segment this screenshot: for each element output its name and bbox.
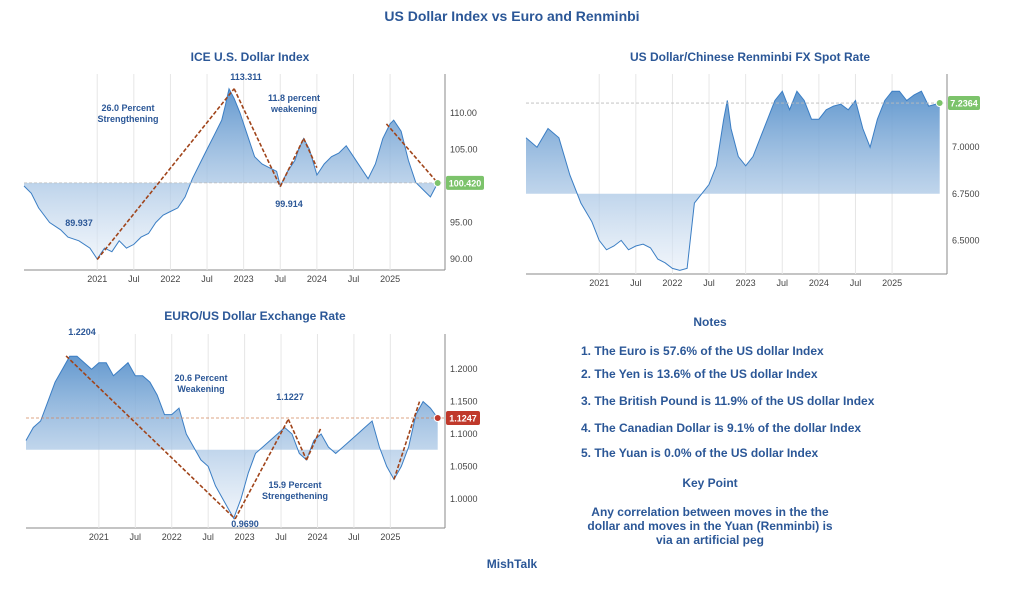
- dxy-x-tick-label: 2022: [160, 274, 180, 284]
- dxy-last-point: [433, 179, 442, 188]
- eur-area: [26, 356, 438, 519]
- note-item: 2. The Yen is 13.6% of the US dollar Ind…: [581, 367, 818, 381]
- eur-y-tick-label: 1.1000: [450, 429, 478, 439]
- cny-last-value-label: 7.2364: [950, 99, 978, 109]
- cny-last-value-box: [948, 96, 980, 111]
- dxy-last-value-box: [446, 175, 484, 190]
- note-item: 1. The Euro is 57.6% of the US dollar In…: [581, 344, 824, 358]
- dxy-x-tick-label: 2025: [380, 274, 400, 284]
- eur-x-tick-label: Jul: [130, 532, 142, 542]
- eur-x-tick-label: Jul: [275, 532, 287, 542]
- eur-y-tick-label: 1.1500: [450, 397, 478, 407]
- page-title: US Dollar Index vs Euro and Renminbi: [384, 8, 640, 24]
- cny-y-tick-label: 7.0000: [952, 142, 980, 152]
- cny-x-tick-label: Jul: [703, 278, 715, 288]
- cny-chart-title: US Dollar/Chinese Renminbi FX Spot Rate: [629, 50, 871, 64]
- dxy-trend-line: [279, 138, 305, 187]
- eur-y-tick-label: 1.0000: [450, 494, 478, 504]
- dxy-chart-title: ICE U.S. Dollar Index: [190, 50, 310, 64]
- dxy-x-tick-label: 2024: [307, 274, 327, 284]
- dxy-strength-label-2: Strengthening: [98, 114, 159, 124]
- eur-x-tick-label: Jul: [348, 532, 360, 542]
- eur-high-label: 1.2204: [68, 327, 96, 337]
- cny-y-tick-label: 6.5000: [952, 235, 980, 245]
- eur-x-tick-label: 2024: [307, 532, 327, 542]
- cny-series-line: [525, 90, 940, 271]
- cny-x-tick-label: 2021: [589, 278, 609, 288]
- eur-x-tick-label: 2025: [380, 532, 400, 542]
- cny-y-tick-label: 6.7500: [952, 189, 980, 199]
- cny-x-tick-label: 2024: [809, 278, 829, 288]
- dxy-strength-label-1: 26.0 Percent: [101, 103, 154, 113]
- dxy-y-tick-label: 90.00: [450, 254, 473, 264]
- eur-peak-label: 1.1227: [276, 392, 304, 402]
- eur-strength-label-2: Strengethening: [262, 491, 328, 501]
- dxy-y-tick-label: 105.00: [450, 144, 478, 154]
- dxy-series-line: [23, 87, 439, 260]
- dxy-x-tick-label: 2023: [234, 274, 254, 284]
- dxy-high-label: 113.311: [230, 72, 262, 82]
- eur-x-tick-label: 2023: [235, 532, 255, 542]
- eur-chart: 2021 Jul 2022 Jul 2023 Jul 2024 Jul 2025 1.0000 1.…: [25, 327, 480, 542]
- cny-x-tick-label: Jul: [777, 278, 789, 288]
- dxy-x-tick-label: Jul: [128, 274, 140, 284]
- eur-y-tick-label: 1.0500: [450, 461, 478, 471]
- eur-last-value-box: [446, 410, 480, 425]
- eur-weak-label-1: 20.6 Percent: [174, 373, 227, 383]
- dxy-trend-line: [233, 88, 281, 187]
- cny-last-point: [935, 99, 944, 108]
- eur-last-value-label: 1.1247: [449, 413, 477, 423]
- eur-strength-label-1: 15.9 Percent: [268, 480, 321, 490]
- dxy-x-tick-label: Jul: [348, 274, 360, 284]
- dxy-x-tick-label: 2021: [87, 274, 107, 284]
- dxy-y-tick-label: 110.00: [450, 108, 477, 118]
- cny-x-tick-label: 2025: [882, 278, 902, 288]
- eur-trend-line: [234, 418, 290, 520]
- dxy-last-value-label: 100.420: [449, 178, 482, 188]
- cny-x-tick-label: Jul: [630, 278, 642, 288]
- cny-x-tick-label: 2022: [662, 278, 682, 288]
- note-item: 3. The British Pound is 11.9% of the US …: [581, 394, 875, 408]
- dxy-weak-label-2: weakening: [270, 104, 317, 114]
- cny-area: [526, 91, 940, 271]
- eur-y-tick-label: 1.2000: [450, 364, 478, 374]
- dxy-weak-label-1: 11.8 percent: [268, 93, 320, 103]
- cny-x-tick-label: 2023: [736, 278, 756, 288]
- eur-x-tick-label: 2021: [89, 532, 109, 542]
- eur-x-tick-label: 2022: [162, 532, 182, 542]
- cny-x-tick-label: Jul: [850, 278, 862, 288]
- eur-trend-line: [393, 401, 421, 480]
- eur-x-tick-label: Jul: [202, 532, 214, 542]
- footer-brand: MishTalk: [486, 557, 538, 571]
- eur-low-label: 0.9690: [231, 519, 259, 529]
- key-point-text: Any correlation between moves in the the…: [587, 505, 833, 547]
- note-item: 5. The Yuan is 0.0% of the US dollar Ind…: [581, 446, 819, 460]
- dxy-y-tick-label: 95.00: [450, 218, 473, 228]
- dxy-chart: 2021 Jul 2022 Jul 2023 Jul 2024 Jul 2025 90.00 95.…: [23, 72, 484, 284]
- dxy-trough-label: 99.914: [275, 199, 303, 209]
- note-item: 4. The Canadian Dollar is 9.1% of the do…: [581, 421, 862, 435]
- dxy-area: [24, 88, 438, 259]
- key-point-title: Key Point: [682, 476, 738, 490]
- notes-title: Notes: [693, 315, 727, 329]
- eur-last-point: [433, 413, 442, 422]
- dxy-low-label: 89.937: [65, 218, 93, 228]
- dxy-trend-line: [96, 88, 235, 260]
- eur-weak-label-2: Weakening: [177, 384, 224, 394]
- dxy-x-tick-label: Jul: [275, 274, 287, 284]
- dxy-trend-line: [302, 138, 318, 169]
- eur-trend-line: [65, 355, 236, 520]
- dxy-trend-line: [385, 123, 439, 184]
- eur-chart-title: EURO/US Dollar Exchange Rate: [164, 309, 346, 323]
- dxy-x-tick-label: Jul: [201, 274, 213, 284]
- cny-chart: 2021 Jul 2022 Jul 2023 Jul 2024 Jul 2025 6.5000 6.…: [525, 74, 980, 288]
- eur-trend-line: [287, 418, 308, 461]
